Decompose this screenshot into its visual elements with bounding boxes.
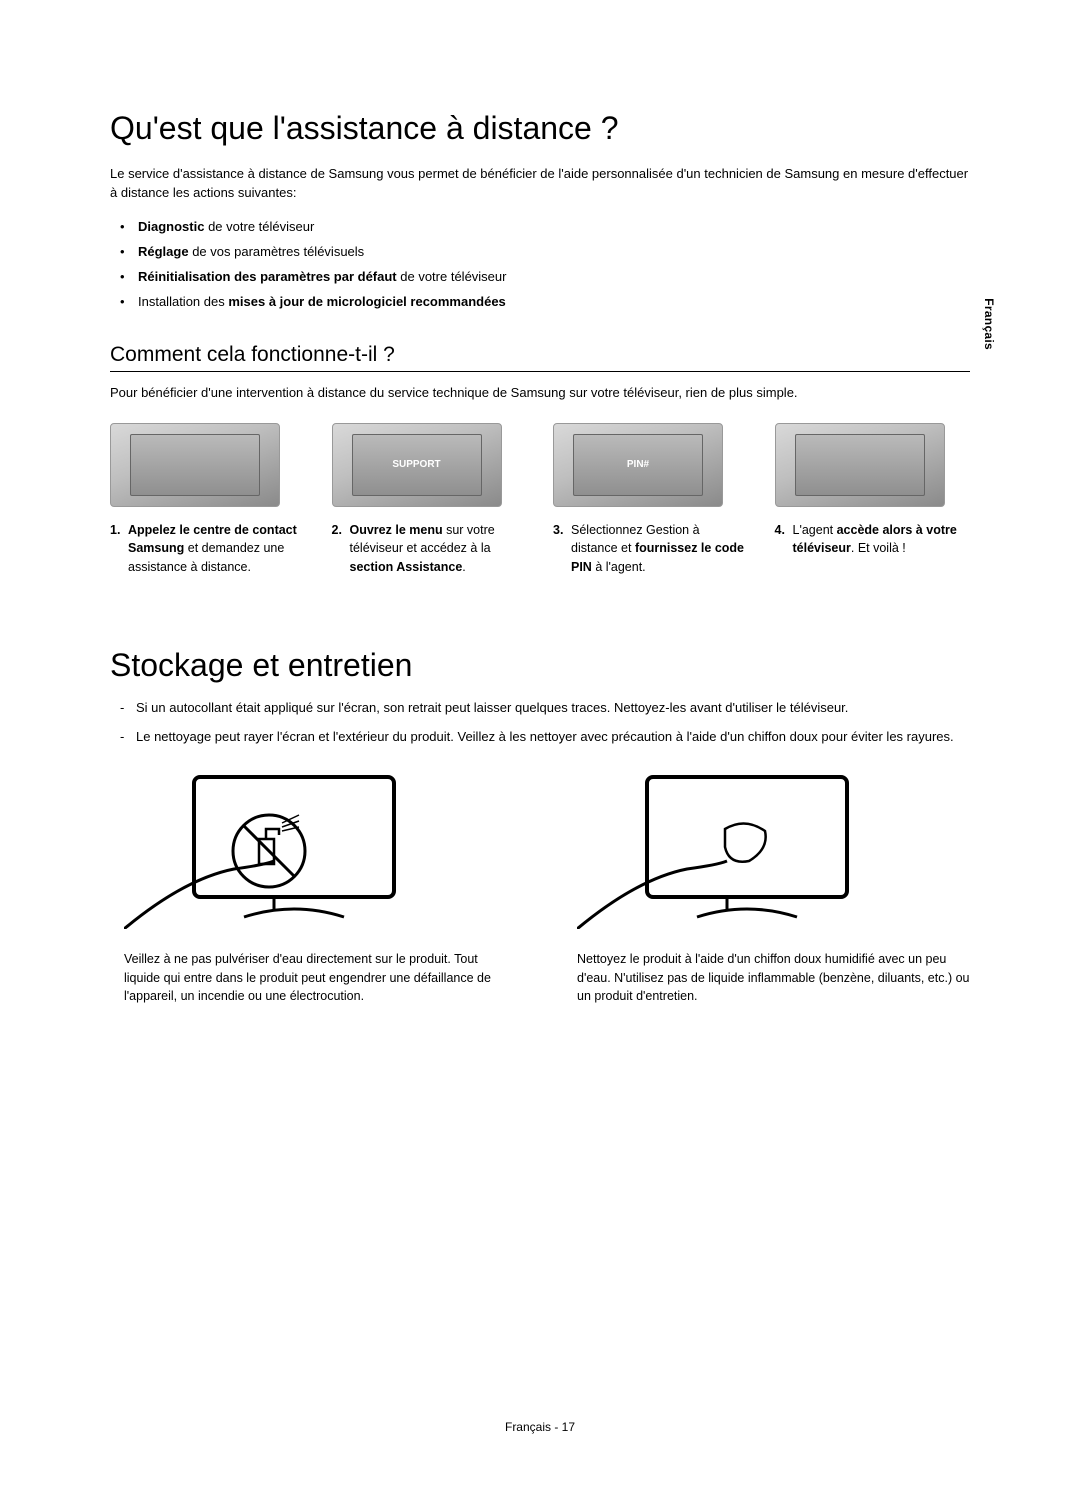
bullet-item: Réglage de vos paramètres télévisuels	[126, 244, 970, 259]
step-number: 1.	[110, 521, 120, 540]
steps-row: 1.Appelez le centre de contact Samsung e…	[110, 423, 970, 577]
tv-wipe-cloth-icon	[577, 769, 970, 950]
bullet-rest: de vos paramètres télévisuels	[189, 244, 365, 259]
bullet-bold: mises à jour de micrologiciel recommandé…	[228, 294, 505, 309]
section2-dash-list: Si un autocollant était appliqué sur l'é…	[110, 698, 970, 747]
bullet-rest: de votre téléviseur	[397, 269, 507, 284]
care-column: Veillez à ne pas pulvériser d'eau direct…	[124, 769, 517, 1006]
step-text-part: à l'agent.	[592, 560, 646, 574]
language-tab: Français	[982, 298, 996, 350]
laptop-call-icon	[110, 423, 280, 507]
section1-subhead: Comment cela fonctionne-t-il ?	[110, 343, 970, 372]
bullet-bold: Diagnostic	[138, 219, 204, 234]
step-text: 1.Appelez le centre de contact Samsung e…	[110, 521, 306, 577]
step-number: 4.	[775, 521, 785, 540]
tv-spray-prohibited-icon	[124, 769, 517, 950]
tv-pin-agent-icon: PIN#	[553, 423, 723, 507]
step-column: PIN# 3.Sélectionnez Gestion à distance et…	[553, 423, 749, 577]
bullet-rest: de votre téléviseur	[204, 219, 314, 234]
step-image-inner: SUPPORT	[352, 434, 482, 496]
section1-title: Qu'est que l'assistance à distance ?	[110, 110, 970, 147]
section1-sub-intro: Pour bénéficier d'une intervention à dis…	[110, 384, 970, 403]
step-text-part: section Assistance	[350, 560, 463, 574]
step-column: SUPPORT2.Ouvrez le menu sur votre télévi…	[332, 423, 528, 577]
step-text-part: L'agent	[793, 523, 837, 537]
step-text-part: .	[462, 560, 465, 574]
step-number: 2.	[332, 521, 342, 540]
step-text-part: Ouvrez le menu	[350, 523, 443, 537]
step-column: 1.Appelez le centre de contact Samsung e…	[110, 423, 306, 577]
dash-item: Le nettoyage peut rayer l'écran et l'ext…	[124, 727, 970, 747]
bullet-bold: Réinitialisation des paramètres par défa…	[138, 269, 397, 284]
step-text: 3.Sélectionnez Gestion à distance et fou…	[553, 521, 749, 577]
tv-agent-access-icon	[775, 423, 945, 507]
step-image-inner	[795, 434, 925, 496]
bullet-bold: Réglage	[138, 244, 189, 259]
step-column: 4.L'agent accède alors à votre téléviseu…	[775, 423, 971, 577]
section2-title: Stockage et entretien	[110, 647, 970, 684]
step-text-part: . Et voilà !	[851, 541, 906, 555]
care-caption: Veillez à ne pas pulvériser d'eau direct…	[124, 950, 517, 1006]
care-caption: Nettoyez le produit à l'aide d'un chiffo…	[577, 950, 970, 1006]
step-text: 2.Ouvrez le menu sur votre téléviseur et…	[332, 521, 528, 577]
tv-menu-support-icon: SUPPORT	[332, 423, 502, 507]
section1-intro: Le service d'assistance à distance de Sa…	[110, 165, 970, 203]
step-text: 4.L'agent accède alors à votre téléviseu…	[775, 521, 971, 559]
page-footer: Français - 17	[0, 1420, 1080, 1434]
care-column: Nettoyez le produit à l'aide d'un chiffo…	[577, 769, 970, 1006]
care-row: Veillez à ne pas pulvériser d'eau direct…	[110, 769, 970, 1006]
section1-bullet-list: Diagnostic de votre téléviseur Réglage de…	[110, 219, 970, 309]
bullet-prefix: Installation des	[138, 294, 228, 309]
step-number: 3.	[553, 521, 563, 540]
step-image-inner: PIN#	[573, 434, 703, 496]
bullet-item: Diagnostic de votre téléviseur	[126, 219, 970, 234]
step-image-inner	[130, 434, 260, 496]
bullet-item: Installation des mises à jour de microlo…	[126, 294, 970, 309]
dash-item: Si un autocollant était appliqué sur l'é…	[124, 698, 970, 718]
bullet-item: Réinitialisation des paramètres par défa…	[126, 269, 970, 284]
